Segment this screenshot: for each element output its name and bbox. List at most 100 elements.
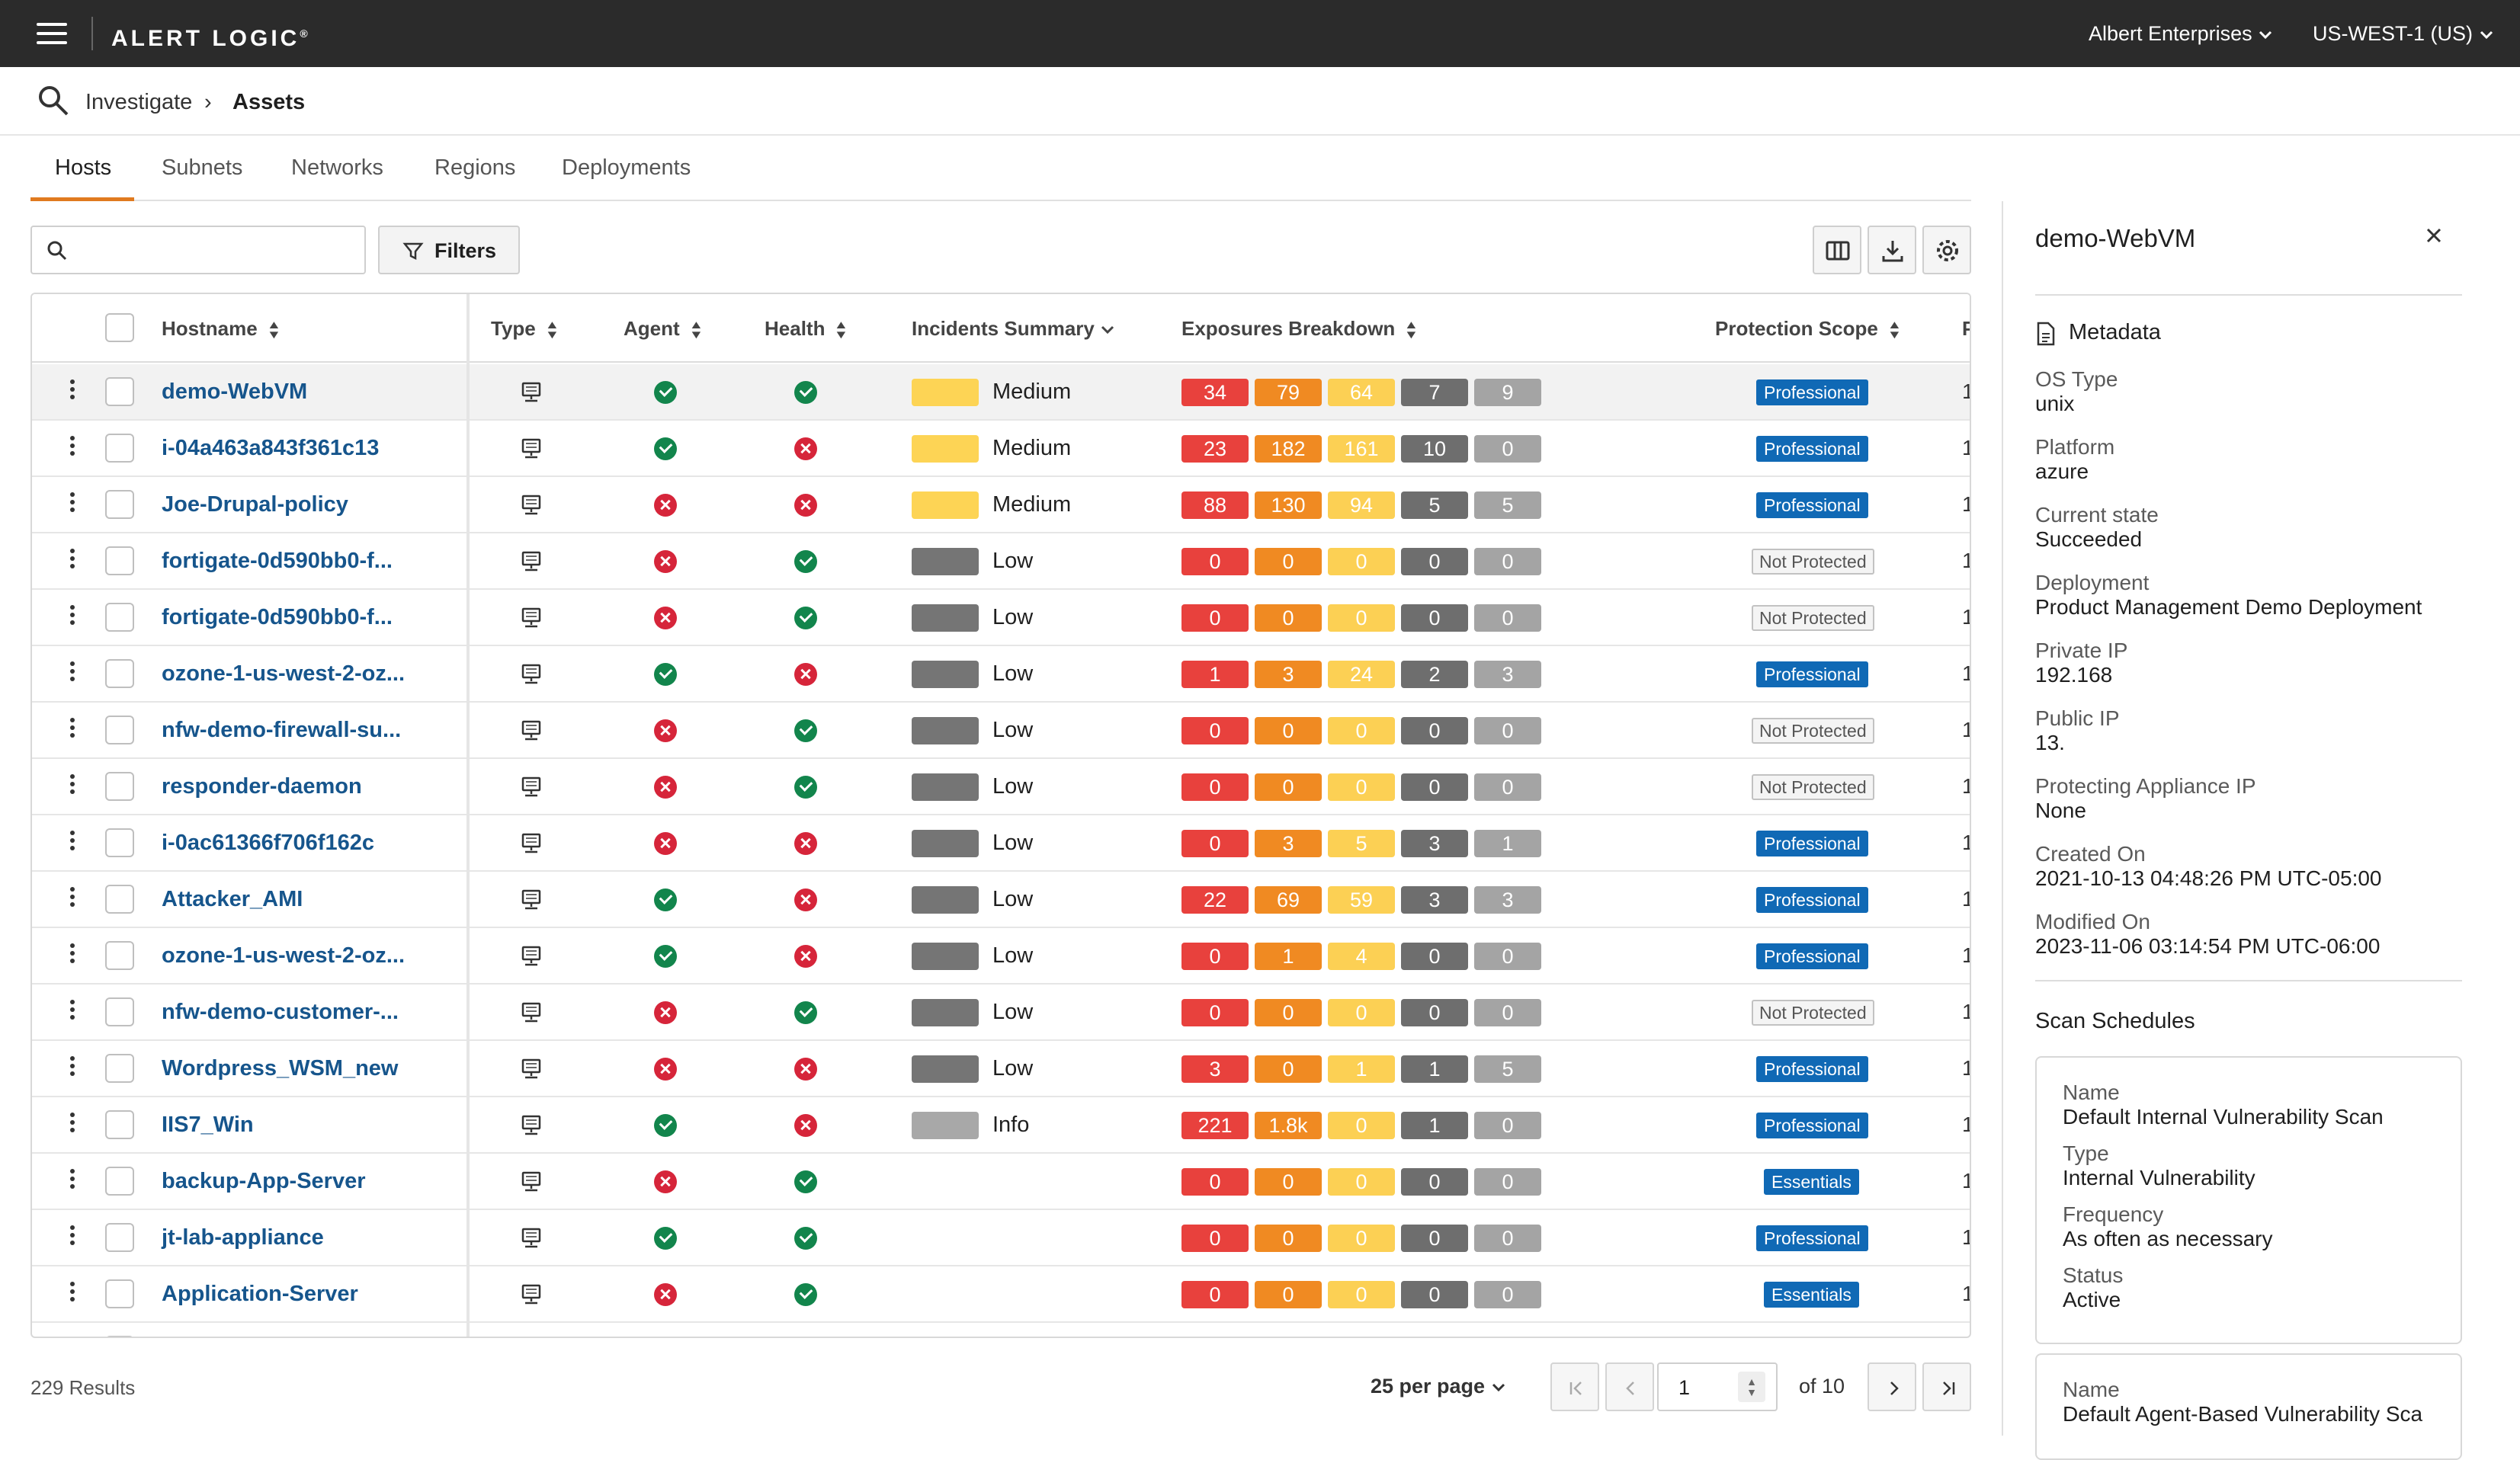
download-button[interactable] [1868, 226, 1916, 274]
exposure-critical[interactable] [1181, 1337, 1249, 1338]
exposure-medium[interactable]: 161 [1328, 435, 1395, 463]
row-menu-icon[interactable] [70, 492, 75, 515]
col-protection[interactable]: Protection Scope ▲ ▼ [1715, 317, 1902, 342]
scan-card[interactable]: Name Default Agent-Based Vulnerability S… [2035, 1353, 2462, 1460]
exposure-medium[interactable]: 0 [1328, 773, 1395, 801]
search-input[interactable] [30, 226, 366, 274]
exposure-medium[interactable]: 1 [1328, 1055, 1395, 1083]
hostname-link[interactable]: nfw-demo-customer-... [162, 1000, 399, 1024]
col-type[interactable]: Type ▲ ▼ [491, 317, 559, 342]
table-row[interactable]: nfw-demo-firewall-su... Low 0 0 0 0 0 Not Prote… [32, 703, 1970, 759]
table-row[interactable]: ozone-1-us-west-2-oz... Low 0 1 4 0 0 Professio… [32, 928, 1970, 985]
col-health[interactable]: Health ▲ ▼ [765, 317, 849, 342]
exposure-critical[interactable]: 221 [1181, 1112, 1249, 1139]
tab-regions[interactable]: Regions [434, 155, 516, 180]
exposure-low[interactable]: 1 [1401, 1112, 1468, 1139]
row-menu-icon[interactable] [70, 943, 75, 966]
exposure-medium[interactable]: 0 [1328, 1112, 1395, 1139]
table-row[interactable]: i-0ac61366f706f162cLow03531Professional1 [32, 815, 1970, 872]
row-checkbox[interactable] [105, 1223, 134, 1252]
exposure-critical[interactable]: 0 [1181, 773, 1249, 801]
page-stepper-icon[interactable]: ▲ ▼ [1738, 1372, 1765, 1402]
col-incidents[interactable]: Incidents Summary [912, 317, 1115, 341]
hostname-link[interactable]: fortigate-0d590bb0-f... [162, 549, 393, 573]
row-checkbox[interactable] [105, 716, 134, 744]
row-menu-icon[interactable] [70, 1000, 75, 1023]
exposure-high[interactable]: 3 [1255, 830, 1322, 857]
exposure-low[interactable]: 0 [1401, 548, 1468, 575]
exposure-medium[interactable]: 59 [1328, 886, 1395, 914]
exposure-high[interactable]: 0 [1255, 548, 1322, 575]
hostname-link[interactable]: Attacker_AMI [162, 887, 303, 911]
exposure-low[interactable] [1401, 1337, 1468, 1338]
row-checkbox[interactable] [105, 490, 134, 519]
breadcrumb-parent[interactable]: Investigate [85, 90, 193, 114]
exposure-low[interactable]: 0 [1401, 1225, 1468, 1252]
hostname-link[interactable]: jt-lab-appliance [162, 1225, 324, 1250]
exposure-info[interactable]: 0 [1474, 548, 1541, 575]
exposure-high[interactable]: 1.8k [1255, 1112, 1322, 1139]
row-menu-icon[interactable] [70, 1225, 75, 1248]
exposure-info[interactable]: 0 [1474, 773, 1541, 801]
hostname-link[interactable]: Wordpress_WSM_new [162, 1056, 399, 1081]
exposure-info[interactable]: 0 [1474, 1225, 1541, 1252]
table-row[interactable]: Joe-Drupal-policy Medium 88 130 94 5 5 Professi… [32, 477, 1970, 533]
tab-hosts[interactable]: Hosts [30, 136, 135, 201]
columns-button[interactable] [1813, 226, 1861, 274]
filters-button[interactable]: Filters [378, 226, 520, 274]
exposure-high[interactable]: 0 [1255, 1281, 1322, 1308]
exposure-info[interactable]: 5 [1474, 1055, 1541, 1083]
table-row[interactable]: fortigate-0d590bb0-f... Low 0 0 0 0 0 Not Prote… [32, 533, 1970, 590]
exposure-critical[interactable]: 22 [1181, 886, 1249, 914]
region-selector[interactable]: US-WEST-1 (US) [2313, 20, 2494, 47]
exposure-high[interactable]: 69 [1255, 886, 1322, 914]
brand-logo[interactable]: ALERT LOGIC® [111, 26, 308, 51]
row-menu-icon[interactable] [70, 1169, 75, 1192]
row-menu-icon[interactable] [70, 1282, 75, 1305]
exposure-high[interactable]: 0 [1255, 999, 1322, 1026]
hostname-link[interactable]: ozone-1-us-west-2-oz... [162, 943, 406, 968]
row-menu-icon[interactable] [70, 1113, 75, 1135]
per-page-select[interactable]: 25 per page [1371, 1375, 1506, 1398]
exposure-low[interactable]: 3 [1401, 886, 1468, 914]
menu-icon[interactable] [37, 23, 67, 44]
row-checkbox[interactable] [105, 997, 134, 1026]
row-menu-icon[interactable] [70, 1056, 75, 1079]
prev-page-button[interactable] [1605, 1362, 1654, 1411]
hostname-link[interactable]: demo-WebVM [162, 379, 308, 404]
table-row[interactable]: demo-WebVMMedium34796479Professional1 [32, 364, 1970, 421]
tab-networks[interactable]: Networks [291, 155, 383, 180]
exposure-info[interactable]: 3 [1474, 661, 1541, 688]
exposure-critical[interactable]: 23 [1181, 435, 1249, 463]
row-menu-icon[interactable] [70, 887, 75, 910]
exposure-low[interactable]: 2 [1401, 661, 1468, 688]
exposure-medium[interactable]: 94 [1328, 491, 1395, 519]
row-checkbox[interactable] [105, 546, 134, 575]
exposure-high[interactable]: 0 [1255, 604, 1322, 632]
row-checkbox[interactable] [105, 1336, 134, 1337]
exposure-critical[interactable]: 0 [1181, 1168, 1249, 1196]
exposure-critical[interactable]: 3 [1181, 1055, 1249, 1083]
exposure-low[interactable]: 0 [1401, 999, 1468, 1026]
exposure-medium[interactable]: 0 [1328, 1168, 1395, 1196]
hostname-link[interactable]: ozone-1-us-west-2-oz... [162, 661, 406, 686]
row-menu-icon[interactable] [70, 436, 75, 459]
exposure-high[interactable]: 3 [1255, 661, 1322, 688]
exposure-info[interactable]: 0 [1474, 999, 1541, 1026]
row-checkbox[interactable] [105, 603, 134, 632]
exposure-high[interactable]: 0 [1255, 1225, 1322, 1252]
table-row[interactable]: jt-lab-appliance00000Professional1 [32, 1210, 1970, 1266]
table-row[interactable]: fortigate-0d590bb0-f... Low 0 0 0 0 0 Not Prote… [32, 590, 1970, 646]
exposure-low[interactable]: 0 [1401, 943, 1468, 970]
exposure-info[interactable]: 0 [1474, 943, 1541, 970]
col-next[interactable]: P [1962, 317, 1970, 341]
exposure-medium[interactable]: 0 [1328, 548, 1395, 575]
exposure-info[interactable]: 0 [1474, 1281, 1541, 1308]
exposure-critical[interactable]: 1 [1181, 661, 1249, 688]
exposure-critical[interactable]: 34 [1181, 379, 1249, 406]
exposure-critical[interactable]: 0 [1181, 548, 1249, 575]
exposure-info[interactable]: 0 [1474, 604, 1541, 632]
table-row[interactable]: backup-App-Server00000Essentials1 [32, 1154, 1970, 1210]
